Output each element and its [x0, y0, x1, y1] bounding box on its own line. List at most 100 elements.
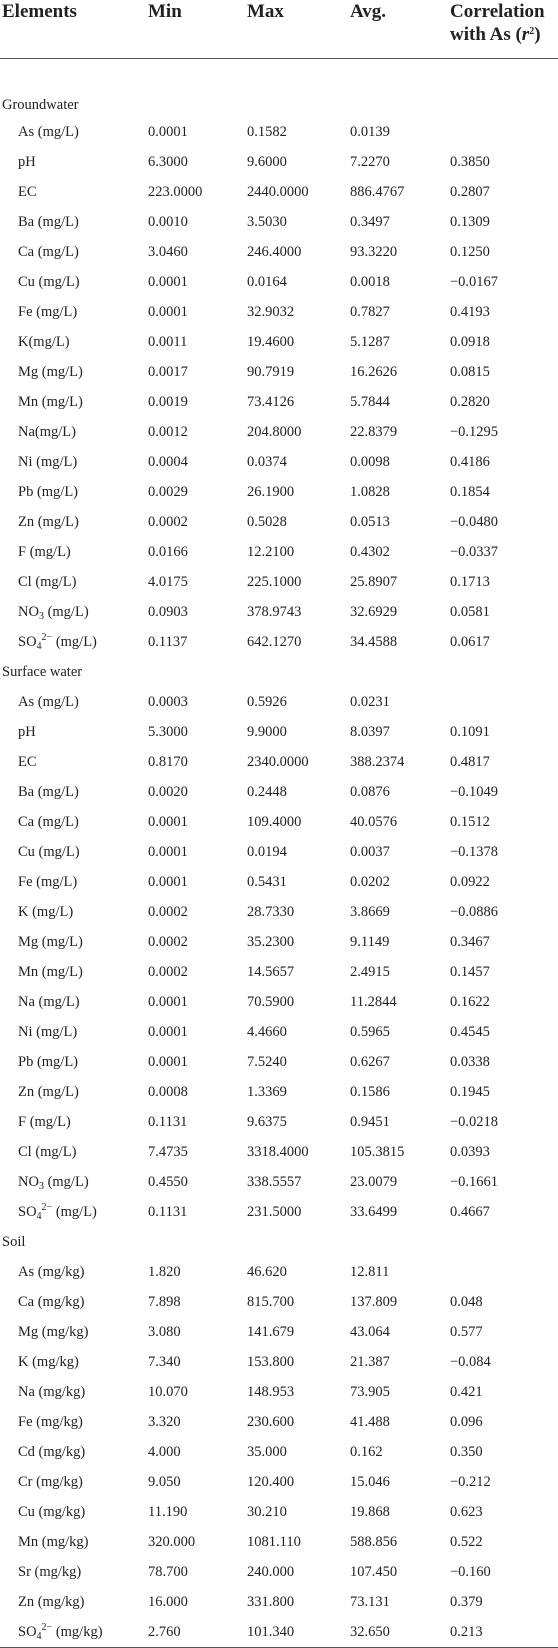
avg-cell: 0.0876: [350, 783, 390, 800]
table-row: Mg (mg/L) 0.0002 35.2300 9.1149 0.3467: [0, 927, 558, 957]
element-name: NO: [18, 1173, 39, 1190]
min-cell: 0.0001: [148, 1023, 188, 1040]
avg-cell: 73.131: [350, 1593, 390, 1610]
element-name: Cd (mg/kg): [18, 1443, 86, 1460]
avg-cell: 1.0828: [350, 483, 390, 500]
avg-cell: 73.905: [350, 1383, 390, 1400]
table-row: Ni (mg/L) 0.0001 4.4660 0.5965 0.4545: [0, 1017, 558, 1047]
max-cell: 1.3369: [247, 1083, 287, 1100]
min-cell: 3.0460: [148, 243, 188, 260]
avg-cell: 0.0018: [350, 273, 390, 290]
table-row: Ca (mg/L) 3.0460 246.4000 93.3220 0.1250: [0, 237, 558, 267]
max-cell: 225.1000: [247, 573, 302, 590]
min-cell: 0.0903: [148, 603, 188, 620]
element-name: K (mg/L): [18, 903, 74, 920]
table-row: Mg (mg/kg) 3.080 141.679 43.064 0.577: [0, 1317, 558, 1347]
max-cell: 0.5028: [247, 513, 287, 530]
avg-cell: 137.809: [350, 1293, 398, 1310]
min-cell: 16.000: [148, 1593, 188, 1610]
corr-cell: [450, 687, 558, 717]
min-cell: 0.0001: [148, 843, 188, 860]
max-cell: 30.210: [247, 1503, 287, 1520]
table-row: SO42− (mg/L) 0.1131 231.5000 33.6499 0.4667: [0, 1197, 558, 1227]
min-cell: 7.4735: [148, 1143, 188, 1160]
max-cell: 4.4660: [247, 1023, 287, 1040]
min-cell: 0.0001: [148, 303, 188, 320]
min-cell: 0.0001: [148, 1053, 188, 1070]
element-name: EC: [18, 183, 37, 200]
element-cell: As (mg/L): [0, 117, 148, 147]
table-row: Mn (mg/kg) 320.000 1081.110 588.856 0.522: [0, 1527, 558, 1557]
element-unit: (mg/kg): [52, 1623, 103, 1640]
element-name: Cu (mg/L): [18, 843, 80, 860]
corr-cell: 0.2807: [450, 183, 490, 200]
avg-cell: 107.450: [350, 1563, 398, 1580]
max-cell: 0.0164: [247, 273, 287, 290]
element-unit: (mg/L): [43, 603, 89, 620]
element-name: Zn (mg/L): [18, 1083, 79, 1100]
min-cell: 4.0175: [148, 573, 188, 590]
max-cell: 0.1582: [247, 123, 287, 140]
avg-cell: 23.0079: [350, 1173, 398, 1190]
corr-cell: −0.1661: [450, 1173, 499, 1190]
max-cell: 141.679: [247, 1323, 295, 1340]
element-cell: pH: [0, 717, 148, 747]
max-cell: 338.5557: [247, 1173, 302, 1190]
min-cell: 3.320: [148, 1413, 181, 1430]
min-cell: 0.8170: [148, 753, 188, 770]
avg-cell: 22.8379: [350, 423, 398, 440]
corr-cell: 0.0815: [450, 363, 490, 380]
avg-cell: 40.0576: [350, 813, 398, 830]
element-name: Ba (mg/L): [18, 213, 79, 230]
element-name: Fe (mg/L): [18, 303, 78, 320]
corr-cell: [450, 1257, 558, 1287]
element-cell: Ni (mg/L): [0, 1017, 148, 1047]
element-cell: F (mg/L): [0, 537, 148, 567]
header-elements: Elements: [0, 0, 148, 59]
table-row: Ca (mg/L) 0.0001 109.4000 40.0576 0.1512: [0, 807, 558, 837]
element-cell: Mg (mg/L): [0, 927, 148, 957]
avg-cell: 105.3815: [350, 1143, 405, 1160]
corr-cell: 0.4193: [450, 303, 490, 320]
section-row: Surface water: [0, 657, 558, 687]
table-row: Cl (mg/L) 7.4735 3318.4000 105.3815 0.0393: [0, 1137, 558, 1167]
element-cell: F (mg/L): [0, 1107, 148, 1137]
element-cell: Cu (mg/L): [0, 837, 148, 867]
avg-cell: 11.2844: [350, 993, 397, 1010]
max-cell: 7.5240: [247, 1053, 287, 1070]
element-name: Na(mg/L): [18, 423, 76, 440]
corr-cell: −0.1295: [450, 423, 499, 440]
element-name: pH: [18, 153, 36, 170]
min-cell: 0.4550: [148, 1173, 188, 1190]
min-cell: 0.1131: [148, 1113, 188, 1130]
corr-cell: 0.1512: [450, 813, 490, 830]
min-cell: 0.1137: [148, 633, 188, 650]
header-corr-close: ): [534, 24, 541, 45]
max-cell: 378.9743: [247, 603, 302, 620]
min-cell: 0.0017: [148, 363, 188, 380]
header-corr-line1: Correlation: [450, 1, 545, 22]
min-cell: 0.0002: [148, 933, 188, 950]
table-row: Zn (mg/L) 0.0002 0.5028 0.0513 −0.0480: [0, 507, 558, 537]
corr-cell: −0.1378: [450, 843, 499, 860]
element-name: Cr (mg/kg): [18, 1473, 83, 1490]
element-name: SO: [18, 1203, 37, 1220]
max-cell: 204.8000: [247, 423, 302, 440]
min-cell: 3.080: [148, 1323, 181, 1340]
corr-cell: 0.4186: [450, 453, 490, 470]
avg-cell: 3.8669: [350, 903, 390, 920]
corr-cell: 0.213: [450, 1617, 558, 1648]
min-cell: 0.0020: [148, 783, 188, 800]
max-cell: 1081.110: [247, 1533, 301, 1550]
element-subscript: 4: [36, 1630, 42, 1642]
avg-cell: 19.868: [350, 1503, 390, 1520]
max-cell: 0.0194: [247, 843, 287, 860]
max-cell: 153.800: [247, 1353, 295, 1370]
corr-cell: 0.1309: [450, 213, 490, 230]
element-cell: Mn (mg/L): [0, 957, 148, 987]
corr-cell: 0.1457: [450, 963, 490, 980]
table-row: NO3 (mg/L) 0.0903 378.9743 32.6929 0.0581: [0, 597, 558, 627]
min-cell: 223.0000: [148, 183, 203, 200]
min-cell: 0.0019: [148, 393, 188, 410]
